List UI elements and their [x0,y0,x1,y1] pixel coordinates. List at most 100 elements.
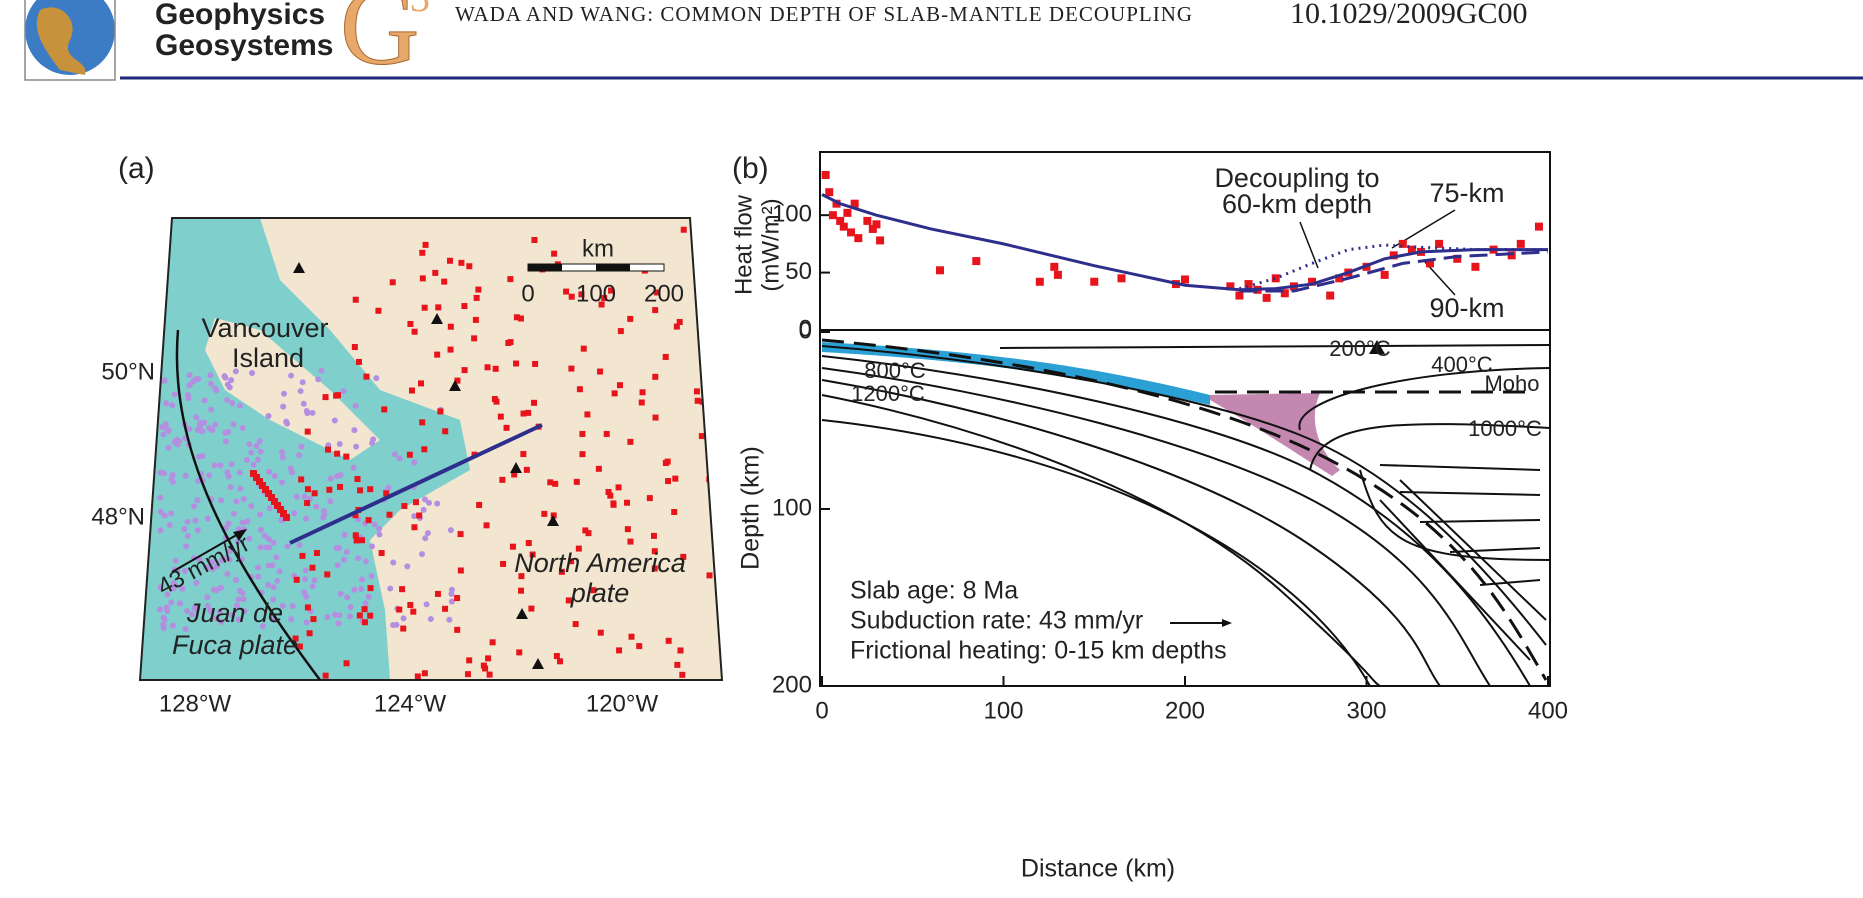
heat-flow-site [518,573,525,580]
arrow-head [233,529,247,541]
seismicity-dot [423,601,430,608]
seismicity-dot [446,616,453,623]
heat-flow-site [475,286,482,293]
annotation: Decoupling to [1214,163,1379,193]
seismicity-dot [334,473,341,480]
heat-flow-site [552,480,559,487]
seismicity-dot [184,518,191,525]
seismicity-dot [288,616,295,623]
lat-label: 48°N [91,503,145,530]
seismicity-dot [302,567,309,574]
heat-flow-site [525,409,532,416]
seismicity-dot [186,372,193,379]
map: (a) Vancouver Island North America plate… [91,152,724,717]
seismicity-dot [157,584,164,591]
heat-flow-site [367,612,374,619]
seismicity-dot [163,400,170,407]
header: Geophysics Geosystems G 3 WADA AND WANG:… [24,0,1863,88]
heat-flow-site [503,424,510,431]
seismicity-dot [270,584,277,591]
heat-flow-site [298,476,305,483]
heat-flow-site [489,639,496,646]
journal-name: Geophysics [155,0,325,31]
seismicity-dot [303,619,310,626]
seismicity-dot [196,453,203,460]
seismicity-dot [230,510,237,517]
heat-flow-site [322,394,329,401]
seismicity-dot [309,583,316,590]
observation [1050,262,1059,271]
heat-flow-site [628,633,635,640]
seismicity-dot [362,600,369,607]
seismicity-dot [313,503,320,510]
heat-flow-site [434,590,441,597]
heat-flow-site [709,371,716,378]
heat-flow-site [507,339,514,346]
seismicity-dot [336,612,343,619]
scale-tick-label: 100 [576,280,616,307]
seismicity-dot [237,485,244,492]
seismicity-dot [232,368,239,375]
trench [175,329,322,681]
heat-flow-site [461,367,468,374]
seismicity-dot [256,438,263,445]
heat-flow-site [616,647,623,654]
heat-flow-site [472,316,479,323]
seismicity-dot [390,559,397,566]
seismicity-dot [358,585,365,592]
heat-flow-site [447,257,454,264]
seismicity-dot [211,462,218,469]
heat-flow-site [601,295,608,302]
heat-flow-site [518,587,525,594]
heat-flow-site [334,450,341,457]
heat-flow-site [367,585,374,592]
seismicity-dot [206,472,213,479]
heat-flow-site [293,576,300,583]
observation [1534,222,1543,231]
heat-flow-site [704,309,711,316]
heat-flow-site [582,527,589,534]
seismicity-dot [289,469,296,476]
seismicity-dot [424,530,431,537]
observation [1235,291,1244,300]
y-axis-label: Depth (km) [737,446,765,570]
seismicity-dot [228,377,235,384]
seismicity-dot [263,544,270,551]
lon-label: 128°W [159,690,232,717]
seismicity-dot [404,563,411,570]
seismicity-dot [157,527,164,534]
heat-flow-site [352,532,359,539]
heat-flow-site [416,512,423,519]
heat-flow-site [296,643,303,650]
panel-label: (b) [732,152,769,185]
heat-flow-site [605,488,612,495]
heat-flow-site [557,658,564,665]
seismicity-dot [279,602,286,609]
seismicity-dot [303,515,310,522]
heat-flow-site [665,637,672,644]
seismicity-dot [168,510,175,517]
heat-flow-site [610,500,617,507]
heat-flow-site [476,501,483,508]
heat-flow-site [434,351,441,358]
seismicity-dot [171,391,178,398]
heat-flow-site [598,301,605,308]
note: Subduction rate: 43 mm/yr [850,607,1143,635]
scale-bar [596,264,630,271]
seismicity-dot [434,500,441,507]
heat-flow-site [256,478,263,485]
heat-flow-site [334,392,341,399]
observation [825,188,834,197]
seismicity-dot [241,608,248,615]
seismicity-dot [246,441,253,448]
heat-flow-site [579,451,586,458]
seismicity-dot [208,406,215,413]
seismicity-dot [164,591,171,598]
seismicity-dot [344,594,351,601]
heat-flow-site [585,530,592,537]
observation [1244,280,1253,289]
observation [821,170,830,179]
seismicity-dot [192,517,199,524]
seismicity-dot [293,493,300,500]
heat-flow-site [486,671,493,678]
